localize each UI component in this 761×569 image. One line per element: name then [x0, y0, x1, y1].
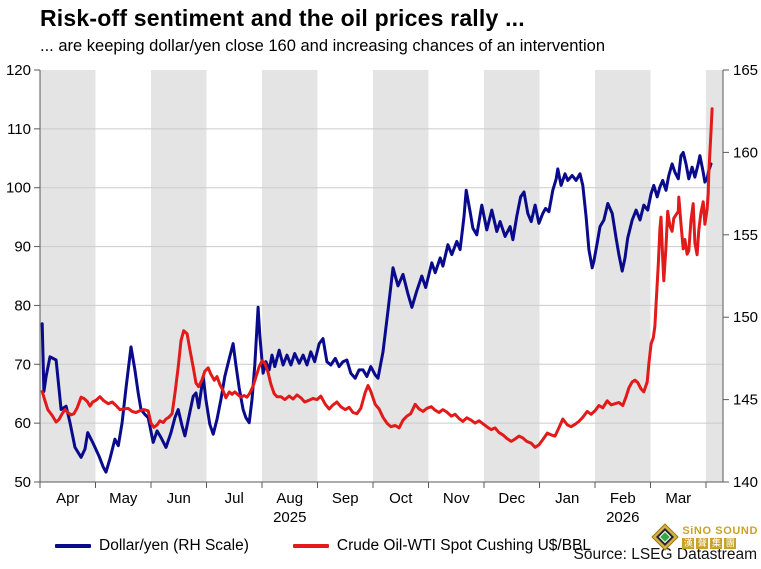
legend-swatch-crude-oil	[292, 544, 329, 548]
sino-sound-diamond-icon	[651, 523, 680, 551]
logo-cjk-char: 漢	[682, 538, 695, 549]
legend-item-crude-oil: Crude Oil-WTI Spot Cushing U$/BBL	[292, 537, 592, 555]
left-axis-tick-label: 120	[6, 62, 31, 79]
legend-label-dollar-yen: Dollar/yen (RH Scale)	[99, 537, 249, 554]
left-axis-tick-label: 110	[7, 121, 31, 138]
year-label: 2025	[273, 509, 306, 526]
month-band	[706, 70, 723, 482]
month-band	[40, 70, 96, 482]
left-axis-tick-label: 80	[14, 297, 31, 314]
right-axis-tick-label: 160	[733, 144, 758, 161]
source-credit: Source: LSEG Datastream	[573, 546, 758, 563]
left-axis-tick-label: 70	[14, 356, 31, 373]
right-axis-tick-label: 140	[733, 474, 758, 491]
month-band	[262, 70, 318, 482]
month-label: Jul	[225, 490, 244, 507]
chart-legend: Dollar/yen (RH Scale) Crude Oil-WTI Spot…	[55, 537, 591, 555]
month-band	[484, 70, 540, 482]
legend-swatch-dollar-yen	[55, 544, 91, 548]
month-label: Apr	[56, 490, 79, 507]
legend-item-dollar-yen: Dollar/yen (RH Scale)	[55, 537, 249, 555]
month-label: Feb	[610, 490, 636, 507]
right-axis-tick-label: 165	[733, 62, 758, 79]
month-label: Oct	[389, 490, 413, 507]
sino-sound-logo: SiNO SOUND 漢聲集團	[651, 523, 758, 551]
left-axis-tick-label: 90	[14, 239, 31, 256]
right-axis-tick-label: 145	[733, 392, 758, 409]
logo-cjk-char: 團	[724, 538, 737, 549]
legend-label-crude-oil: Crude Oil-WTI Spot Cushing U$/BBL	[336, 537, 592, 554]
chart-subtitle: ... are keeping dollar/yen close 160 and…	[40, 37, 606, 55]
series-line-crude-oil	[40, 107, 714, 449]
month-label: Jun	[167, 490, 191, 507]
logo-cjk-text: 漢聲集團	[682, 538, 737, 549]
logo-cjk-char: 集	[710, 538, 723, 549]
chart-title: Risk-off sentiment and the oil prices ra…	[40, 5, 525, 31]
right-axis-tick-label: 155	[733, 227, 758, 244]
month-label: Nov	[443, 490, 470, 507]
year-label: 2026	[606, 509, 639, 526]
logo-cjk-char: 聲	[696, 538, 709, 549]
month-label: Dec	[498, 490, 525, 507]
left-axis-tick-label: 100	[6, 180, 31, 197]
series-line-dollar-yen	[40, 150, 713, 474]
month-label: May	[109, 490, 138, 507]
logo-wordmark: SiNO SOUND	[682, 525, 758, 537]
left-axis-tick-label: 50	[14, 474, 31, 491]
month-band	[595, 70, 651, 482]
month-label: Aug	[276, 490, 303, 507]
right-axis-tick-label: 150	[733, 309, 758, 326]
month-label: Sep	[332, 490, 359, 507]
sino-sound-logo-text: SiNO SOUND 漢聲集團	[682, 525, 758, 549]
left-axis-tick-label: 60	[14, 415, 31, 432]
month-label: Mar	[665, 490, 691, 507]
month-label: Jan	[555, 490, 579, 507]
